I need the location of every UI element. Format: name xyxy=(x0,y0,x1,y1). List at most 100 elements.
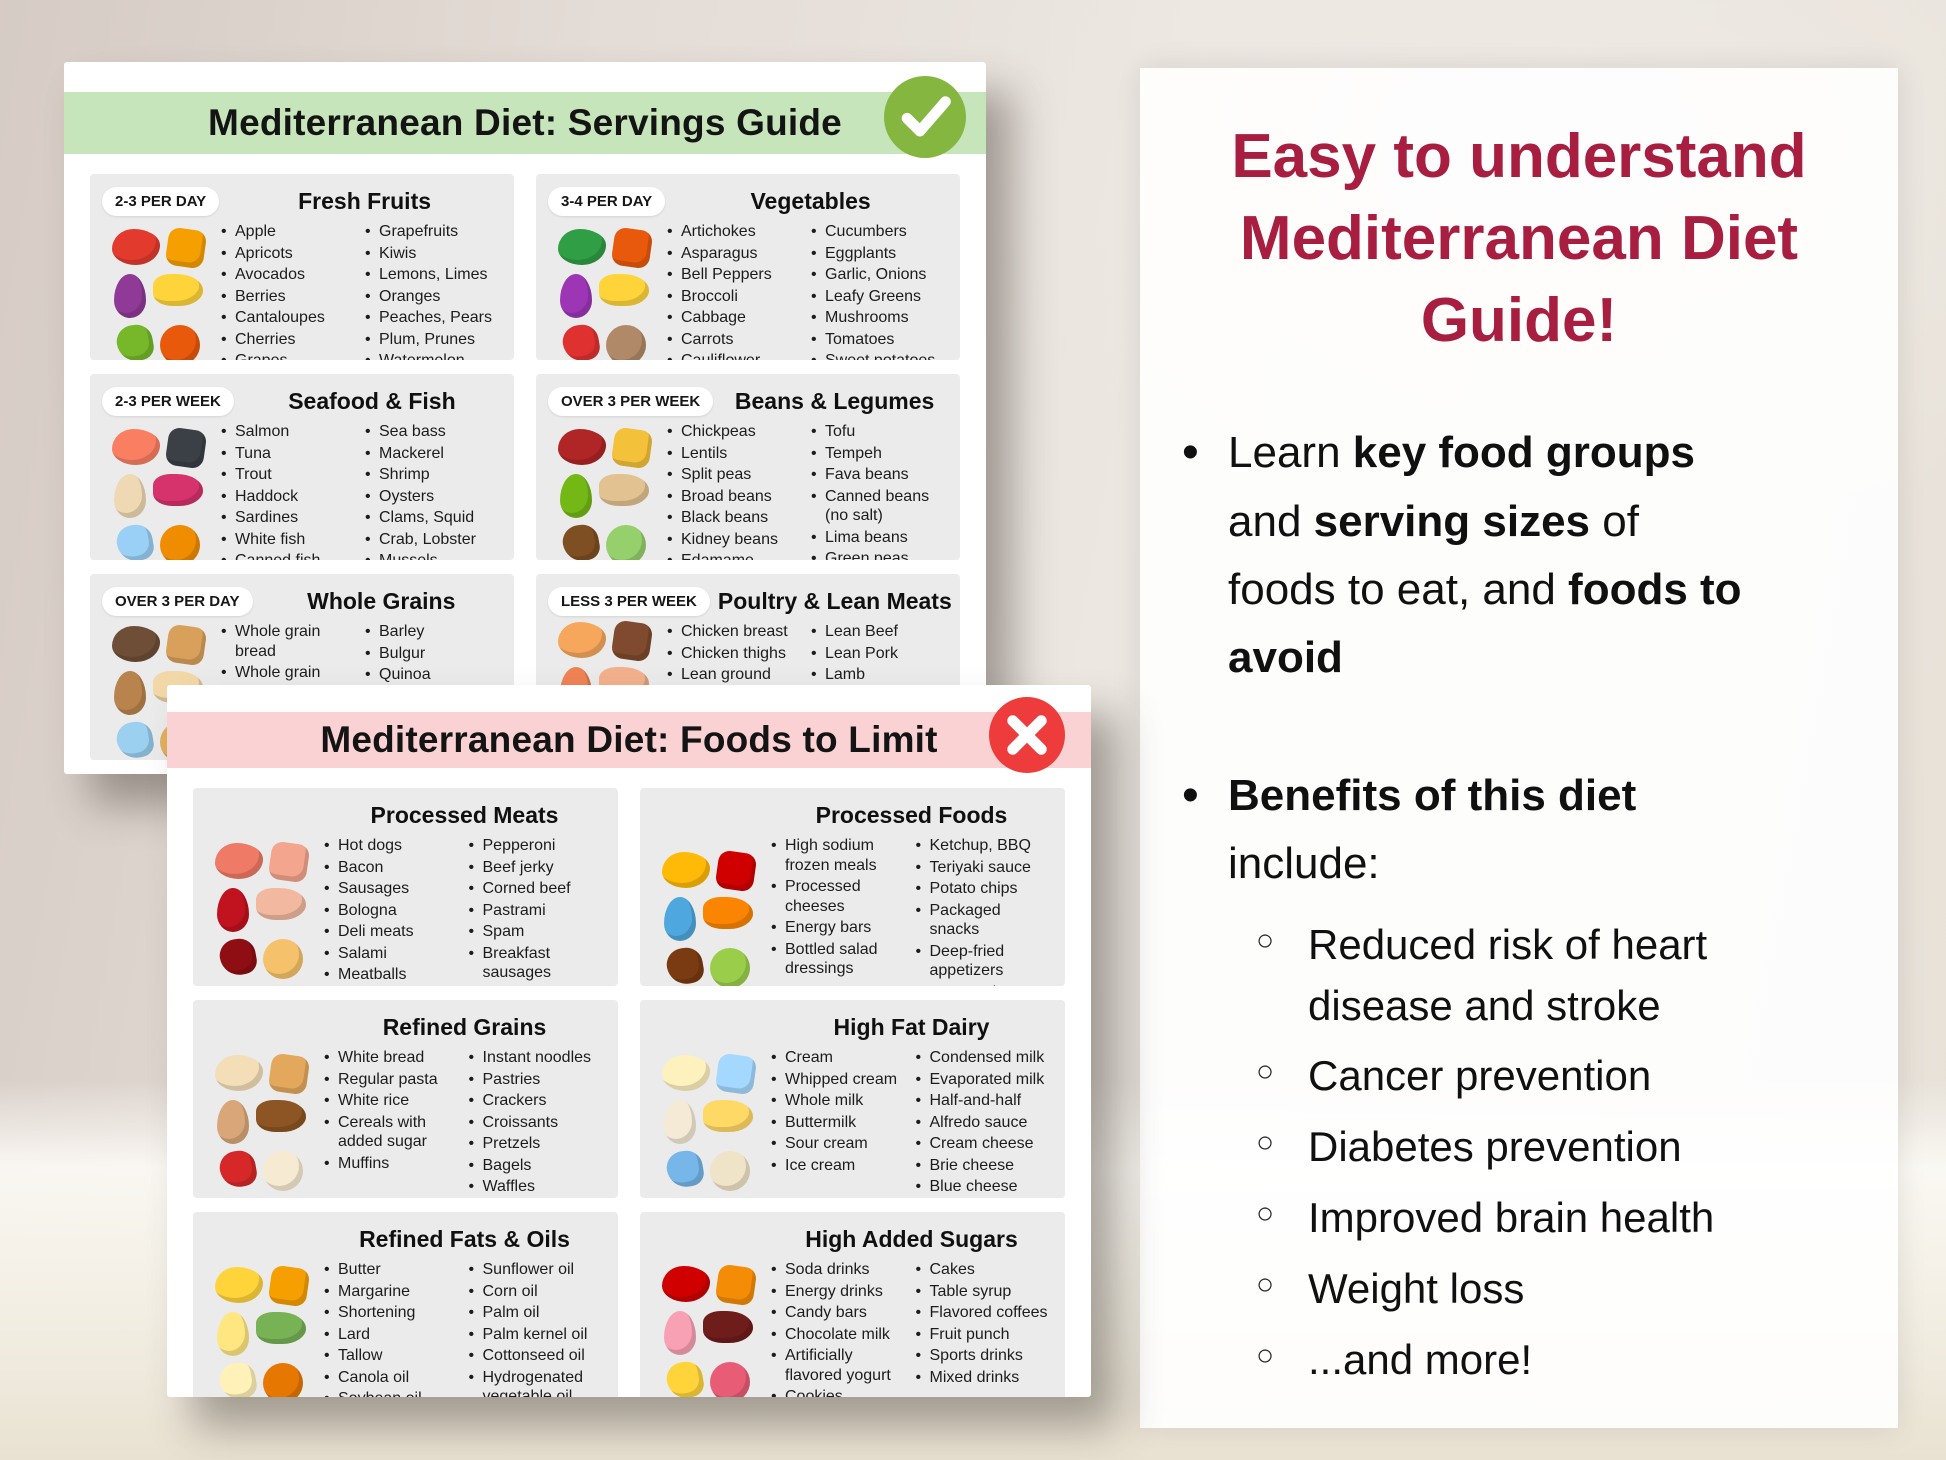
food-item: Cucumbers xyxy=(810,222,948,242)
food-blob-icon xyxy=(559,322,602,360)
food-item: Margarine xyxy=(323,1282,462,1302)
food-blob-icon xyxy=(709,1362,750,1397)
text-segment: and xyxy=(1228,496,1314,546)
food-item: Teriyaki sauce xyxy=(915,858,1054,878)
food-item: Cream xyxy=(770,1048,909,1068)
food-item: Frozen pizza xyxy=(915,983,1054,986)
text-segment: of foods to eat, and xyxy=(1228,496,1639,614)
section-body: High sodium frozen mealsProcessed cheese… xyxy=(652,836,1053,986)
food-item: Whole milk xyxy=(770,1091,909,1111)
section-header: Refined Grains xyxy=(205,1009,606,1045)
food-illustration-cluster xyxy=(205,1260,317,1397)
food-item: Asparagus xyxy=(666,244,804,264)
food-blob-icon xyxy=(216,1148,259,1191)
section-header: Processed Meats xyxy=(205,797,606,833)
food-blob-icon xyxy=(152,474,203,507)
section-title: High Fat Dairy xyxy=(833,1013,990,1040)
food-item: Mushrooms xyxy=(810,308,948,328)
food-item: Barley xyxy=(364,622,502,642)
food-blob-icon xyxy=(557,429,606,466)
food-blob-icon xyxy=(709,1151,750,1192)
food-blob-icon xyxy=(262,1151,303,1192)
food-item: Chocolate milk xyxy=(770,1325,909,1345)
food-item: Spam xyxy=(468,922,607,942)
food-item: Tuna xyxy=(220,444,358,464)
food-item: Cakes xyxy=(915,1260,1054,1280)
food-item: Regular pasta xyxy=(323,1070,462,1090)
food-blob-icon xyxy=(605,325,646,360)
food-list-column-2: Instant noodlesPastriesCrackersCroissant… xyxy=(468,1048,607,1198)
benefit-item: Cancer prevention xyxy=(1256,1046,1748,1107)
food-list-column-1: AppleApricotsAvocadosBerriesCantaloupesC… xyxy=(220,222,358,360)
food-list-column-1: ArtichokesAsparagusBell PeppersBroccoliC… xyxy=(666,222,804,360)
food-item: Mixed drinks xyxy=(915,1368,1054,1388)
food-blob-icon xyxy=(610,619,653,663)
section-title: High Added Sugars xyxy=(805,1225,1018,1252)
food-item: Condensed milk xyxy=(915,1048,1054,1068)
food-blob-icon xyxy=(267,1264,310,1308)
food-item: Bologna xyxy=(323,901,462,921)
section-header: Processed Foods xyxy=(652,797,1053,833)
food-blob-icon xyxy=(113,474,146,519)
food-blob-icon xyxy=(164,426,207,470)
section-title: Poultry & Lean Meats xyxy=(717,587,952,614)
food-group-section: High Fat Dairy CreamWhipped creamWhole m… xyxy=(640,1000,1065,1198)
section-title: Processed Meats xyxy=(370,801,559,828)
food-item: Energy drinks xyxy=(770,1282,909,1302)
food-item: Avocados xyxy=(220,265,358,285)
serving-frequency-badge: OVER 3 PER DAY xyxy=(102,586,253,616)
section-header: Refined Fats & Oils xyxy=(205,1221,606,1257)
food-blob-icon xyxy=(661,1055,710,1092)
food-item: Lentils xyxy=(666,444,804,464)
food-illustration-cluster xyxy=(102,222,214,360)
servings-card-title: Mediterranean Diet: Servings Guide xyxy=(208,102,842,143)
food-item: Sunflower oil xyxy=(468,1260,607,1280)
section-title: Seafood & Fish xyxy=(288,387,456,414)
food-item: Pepperoni xyxy=(468,836,607,856)
foods-to-limit-card: Mediterranean Diet: Foods to Limit Proce… xyxy=(167,685,1091,1397)
food-item: Berries xyxy=(220,287,358,307)
food-item: Chicken breast xyxy=(666,622,804,642)
food-item: Deli meats xyxy=(323,922,462,942)
food-item: Crackers xyxy=(468,1091,607,1111)
food-blob-icon xyxy=(262,1363,303,1397)
food-group-section: Processed Meats Hot dogsBaconSausagesBol… xyxy=(193,788,618,986)
limit-title-band: Mediterranean Diet: Foods to Limit xyxy=(167,712,1091,768)
food-item: Chickpeas xyxy=(666,422,804,442)
food-item: Whipped cream xyxy=(770,1070,909,1090)
benefit-item: Improved brain health xyxy=(1256,1188,1748,1249)
food-item: Cereals with added sugar xyxy=(323,1113,462,1152)
section-header: LESS 3 PER WEEK Poultry & Lean Meats xyxy=(548,583,952,619)
food-item: Beef jerky xyxy=(468,858,607,878)
food-blob-icon xyxy=(714,1263,757,1307)
food-item: Instant noodles xyxy=(468,1048,607,1068)
food-item: Edamame xyxy=(666,551,804,560)
food-blob-icon xyxy=(559,474,592,519)
food-blob-icon xyxy=(598,474,649,507)
food-blob-icon xyxy=(255,1100,306,1133)
food-item: Black beans xyxy=(666,508,804,528)
food-item: Sweet potatoes xyxy=(810,351,948,360)
food-item: Broad beans xyxy=(666,487,804,507)
food-list-column-2: CakesTable syrupFlavored coffeesFruit pu… xyxy=(915,1260,1054,1397)
food-list-column-2: GrapefruitsKiwisLemons, LimesOrangesPeac… xyxy=(364,222,502,360)
food-blob-icon xyxy=(113,274,146,319)
food-blob-icon xyxy=(113,719,156,760)
food-item: Grapes xyxy=(220,351,358,360)
food-blob-icon xyxy=(605,525,646,560)
limit-sections-grid: Processed Meats Hot dogsBaconSausagesBol… xyxy=(167,768,1091,1397)
food-item: Soda drinks xyxy=(770,1260,909,1280)
section-title: Refined Fats & Oils xyxy=(359,1225,570,1252)
food-item: White bread xyxy=(323,1048,462,1068)
food-item: Quinoa xyxy=(364,665,502,685)
food-blob-icon xyxy=(598,274,649,307)
serving-frequency-badge: OVER 3 PER WEEK xyxy=(548,386,714,416)
food-list-column-2: TofuTempehFava beansCanned beans (no sal… xyxy=(810,422,948,560)
food-blob-icon xyxy=(663,945,706,986)
food-item: Candy bars xyxy=(770,1303,909,1323)
food-item: Pastries xyxy=(468,1070,607,1090)
food-blob-icon xyxy=(663,897,696,942)
food-blob-icon xyxy=(159,325,200,360)
selling-point-text: Benefits of this diet include: xyxy=(1228,771,1636,888)
food-item: Canola oil xyxy=(323,1368,462,1388)
